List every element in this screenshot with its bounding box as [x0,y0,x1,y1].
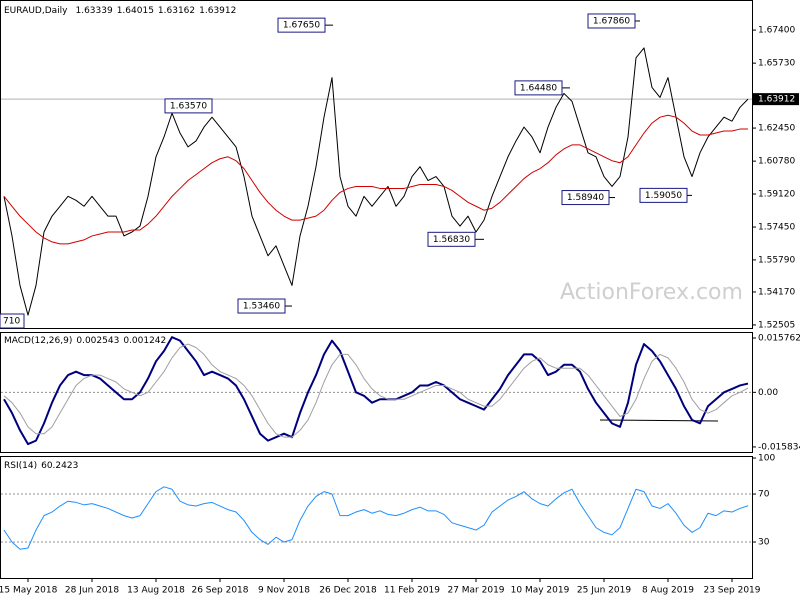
annotation-label: 1.67860 [593,16,630,26]
y-tick-label: 0.00 [758,388,778,398]
y-tick-label: 1.60780 [758,157,795,167]
x-tick-label: 25 Jun 2019 [577,586,631,596]
annotation-box [277,17,326,33]
x-tick-label: 26 Sep 2018 [191,586,248,596]
annotation-box [587,13,636,29]
annotation-box [427,231,476,247]
x-tick-label: 15 May 2018 [0,586,58,596]
y-tick-label: 1.57450 [758,223,795,233]
x-tick-label: 9 Nov 2018 [258,586,310,596]
series-line [3,47,749,316]
annotation-label: 1.63570 [170,101,207,111]
annotation-label: 1.67650 [283,21,320,31]
y-tick-label: 1.59120 [758,189,795,199]
y-tick-label: 1.65730 [758,59,795,69]
x-tick-label: 28 Jun 2018 [65,586,119,596]
y-tick-label: 1.52505 [758,320,795,330]
divergence-line [599,419,719,422]
annotation-box [0,313,25,329]
y-tick-label: 1.67400 [758,26,795,36]
x-tick-label: 10 May 2019 [511,586,570,596]
price-panel-frame [0,0,753,329]
y-tick-label: 70 [758,490,770,500]
watermark: ActionForex.com [560,280,743,305]
annotation-label: 1.58940 [567,193,604,203]
annotation-label: 1.59050 [645,191,682,201]
series-line [3,486,749,550]
x-tick-label: 11 Feb 2019 [384,586,440,596]
annotation-box [237,298,286,314]
x-tick-label: 13 Aug 2018 [127,586,185,596]
y-tick-label: 30 [758,538,770,548]
annotation-label: 1.53460 [243,302,280,312]
annotation-label: 1.56830 [433,235,470,245]
x-tick-label: 23 Sep 2019 [703,586,760,596]
y-tick-label: -0.015834 [758,442,800,452]
annotation-box [164,98,213,114]
annotation-label: 1.64480 [520,83,557,93]
x-tick-label: 8 Aug 2019 [642,586,694,596]
annotation-box [561,190,610,206]
current-price-label: 1.63912 [758,95,795,105]
y-tick-label: 100 [758,454,775,464]
y-tick-label: 1.55790 [758,255,795,265]
price-header: EURAUD,Daily 1.63339 1.64015 1.63162 1.63912 [4,6,236,16]
y-tick-label: 1.62450 [758,124,795,134]
rsi-header: RSI(14) 60.2423 [4,461,78,471]
current-price-box [753,93,799,106]
macd-header: MACD(12,26,9) 0.002543 0.001242 [4,336,166,346]
annotation-label: 710 [3,317,20,327]
x-tick-label: 26 Dec 2018 [319,586,377,596]
annotation-box [514,80,563,96]
series-line [3,114,748,245]
rsi-panel-frame [0,456,753,579]
y-tick-label: 0.015762 [758,333,800,343]
y-tick-label: 1.54170 [758,287,795,297]
series-line [3,343,749,438]
x-tick-label: 27 Mar 2019 [447,586,504,596]
annotation-box [639,187,688,203]
